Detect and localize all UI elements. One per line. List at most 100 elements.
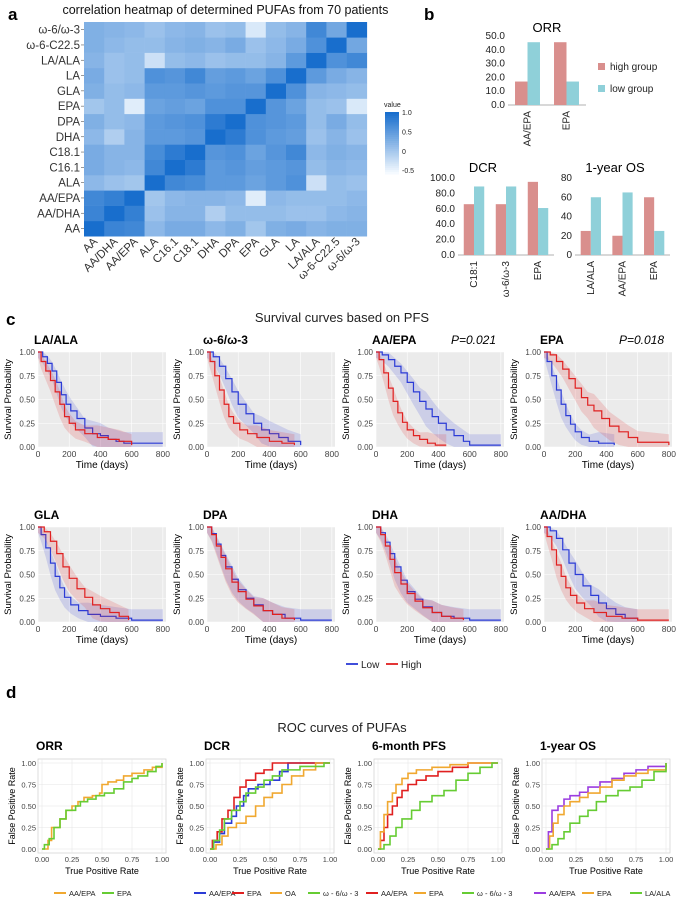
legend-tick-label: 1.0	[402, 110, 412, 117]
y-tick-label: 0.50	[525, 802, 540, 811]
legend-swatch	[385, 130, 399, 134]
heatmap-cell	[326, 129, 347, 145]
heatmap-cell	[144, 205, 166, 222]
heatmap-cell	[185, 113, 206, 130]
high-ci-band	[376, 352, 447, 447]
legend-label: AA/EPA	[381, 889, 408, 898]
heatmap-cell	[265, 175, 287, 191]
legend-swatch	[598, 85, 605, 92]
heatmap-cell	[225, 67, 246, 84]
x-tick-label: 200	[231, 449, 245, 459]
x-tick-label: 200	[231, 624, 245, 634]
heatmap-cell	[144, 52, 166, 69]
heatmap-cell	[286, 129, 307, 145]
y-tick-label: 0.75	[21, 781, 36, 790]
heatmap-cell	[306, 37, 327, 53]
os-chart-title: 1-year OS	[585, 160, 645, 175]
heatmap-row-label: AA	[65, 224, 81, 236]
y-axis-label: Survival Probability	[3, 359, 14, 440]
y-tick-label: 80	[561, 173, 573, 184]
heatmap-cell	[306, 83, 327, 99]
heatmap-cell	[346, 144, 368, 160]
heatmap-cell	[104, 159, 125, 176]
y-tick-label: 0.00	[525, 443, 541, 452]
legend-swatch	[385, 157, 399, 161]
y-axis-label: Survival Probability	[509, 534, 520, 615]
high-curve	[207, 526, 296, 621]
legend-swatch	[385, 112, 399, 115]
heatmap-cell	[84, 144, 105, 160]
survival-panel-title: DHA	[372, 508, 398, 522]
x-tick-label: 0.25	[65, 855, 80, 864]
heatmap-cell	[286, 98, 307, 115]
heatmap-cell	[225, 144, 246, 160]
heatmap-cell	[164, 159, 186, 176]
x-tick-label: 600	[631, 449, 645, 459]
heatmap-row-label: C16.1	[49, 162, 80, 174]
y-tick-label: 20.0	[486, 72, 506, 83]
heatmap-cell	[225, 52, 246, 69]
x-tick-label: 1.00	[155, 855, 170, 864]
y-axis-label: Survival Probability	[341, 359, 352, 440]
legend-tick-label: 0	[402, 149, 406, 156]
x-axis-label: True Positive Rate	[401, 866, 475, 876]
x-tick-label: 0.50	[599, 855, 614, 864]
heatmap-cell	[326, 67, 347, 84]
x-axis-label: Time (days)	[245, 635, 297, 646]
heatmap-cell	[265, 37, 287, 53]
heatmap-cell	[185, 159, 206, 176]
y-tick-label: 0.00	[189, 845, 204, 854]
heatmap-cell	[164, 37, 186, 53]
heatmap-cell	[84, 129, 105, 145]
y-tick-label: 0.50	[189, 802, 204, 811]
heatmap-cell	[245, 52, 267, 69]
bar	[538, 208, 549, 255]
roc-curve	[546, 763, 667, 850]
heatmap-cell	[124, 175, 145, 191]
heatmap-cell	[225, 220, 246, 237]
heatmap-cell	[124, 205, 145, 222]
high-curve	[38, 526, 130, 621]
legend-swatch	[385, 153, 399, 156]
roc-panel-title: 1-year OS	[540, 739, 596, 753]
heatmap-cell	[164, 220, 186, 237]
heatmap-cell	[346, 175, 368, 191]
x-tick-label: 400	[599, 449, 613, 459]
legend-swatch	[385, 138, 399, 142]
heatmap-cell	[205, 52, 226, 69]
heatmap-cell	[124, 22, 145, 38]
heatmap-cell	[205, 67, 226, 84]
x-tick-label: 600	[125, 449, 139, 459]
x-tick-label: 800	[156, 624, 170, 634]
roc-curve	[546, 763, 667, 850]
heatmap-cell	[306, 220, 327, 237]
p-value: P=0.018	[619, 333, 664, 347]
heatmap-cell	[205, 98, 226, 115]
heatmap-cell	[205, 22, 226, 38]
y-tick-label: 0.25	[189, 824, 204, 833]
heatmap-col-label: GLA	[257, 236, 282, 261]
heatmap-cell	[124, 129, 145, 145]
legend-label: AA/EPA	[549, 889, 576, 898]
heatmap-cell	[144, 159, 166, 176]
panel-label-d: d	[6, 683, 16, 702]
y-tick-label: 0.00	[357, 845, 372, 854]
roc-panel: 0.00 0.25 0.50 0.75 1.00 0.00 0.25 0.50 0.75 1.00…	[175, 739, 358, 898]
heatmap-cell	[245, 37, 267, 53]
y-tick-label: 0.50	[188, 396, 204, 405]
heatmap-cell	[164, 129, 186, 145]
x-tick-label: 1.00	[323, 855, 338, 864]
y-tick-label: 40.0	[486, 45, 506, 56]
y-tick-label: 0.50	[525, 396, 541, 405]
heatmap-cell	[104, 98, 125, 115]
x-tick-label: 200	[62, 449, 76, 459]
x-axis-label: True Positive Rate	[65, 866, 139, 876]
y-tick-label: 0.50	[19, 396, 35, 405]
heatmap-cell	[104, 37, 125, 53]
x-tick-label: 400	[93, 624, 107, 634]
heatmap-cell	[84, 37, 105, 53]
x-axis-label: Time (days)	[414, 635, 466, 646]
low-curve	[376, 351, 501, 446]
y-tick-label: 1.00	[357, 523, 373, 532]
